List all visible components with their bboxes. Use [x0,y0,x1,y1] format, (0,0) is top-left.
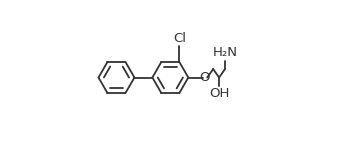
Text: O: O [199,71,210,84]
Text: OH: OH [209,87,229,100]
Text: Cl: Cl [173,32,186,45]
Text: H₂N: H₂N [212,46,238,60]
